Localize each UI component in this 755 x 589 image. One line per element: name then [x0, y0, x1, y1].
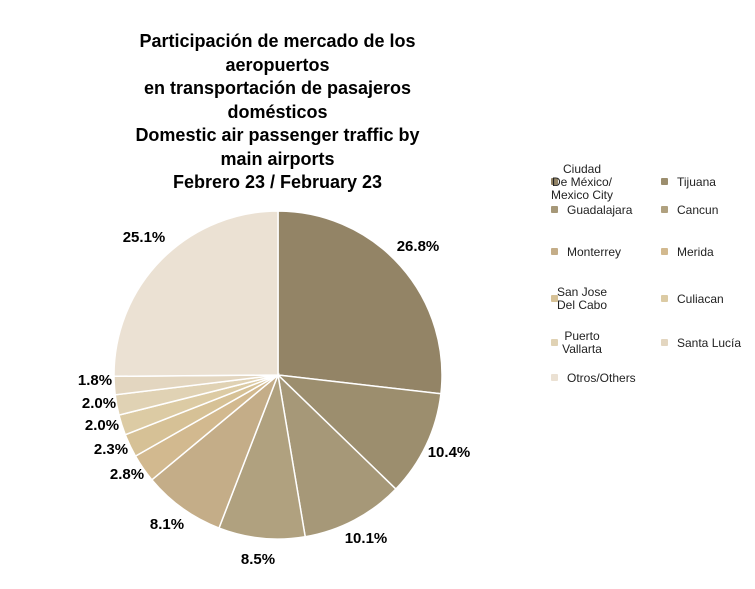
data-label: 8.5%	[241, 551, 275, 568]
legend-swatch	[661, 295, 668, 302]
legend-swatch	[661, 206, 668, 213]
legend-label: Otros/Others	[567, 370, 636, 385]
legend-label: Tijuana	[677, 174, 716, 189]
legend-swatch	[551, 374, 558, 381]
title-line: Febrero 23 / February 23	[172, 172, 383, 192]
data-label: 2.0%	[85, 417, 119, 434]
data-label: 10.4%	[428, 444, 471, 461]
legend-swatch	[551, 339, 558, 346]
title-line: main airports	[220, 148, 335, 169]
legend-swatch	[661, 248, 668, 255]
legend-label: Santa Lucía	[677, 335, 742, 350]
title-line: aeropuertos	[225, 54, 330, 75]
data-label: 8.1%	[150, 516, 184, 533]
pie-labels: 26.8% 10.4% 10.1% 8.5% 8.1% 2.8% 2.3% 2.0% 2.0% 1…	[78, 229, 470, 568]
legend-label: Ciudad De México/ Mexico City	[550, 161, 613, 202]
legend-swatch	[551, 295, 558, 302]
legend-swatch	[661, 339, 668, 346]
legend-swatch	[661, 178, 668, 185]
legend-label: Puerto Vallarta	[562, 329, 602, 356]
pie-slice-otros-others	[113, 210, 279, 378]
legend-label: Guadalajara	[567, 202, 633, 217]
legend-swatch	[551, 248, 558, 255]
data-label: 10.1%	[345, 530, 388, 547]
legend-label: Monterrey	[567, 244, 622, 259]
legend-label: Cancun	[677, 202, 719, 217]
legend-label: San Jose Del Cabo	[556, 285, 608, 312]
title-line: domésticos	[227, 101, 328, 122]
title-line: Participación de mercado de los	[139, 31, 416, 51]
pie-slice-cancun	[218, 372, 307, 540]
data-label: 26.8%	[397, 238, 440, 255]
chart-title: Participación de mercado de los aeropuer…	[110, 30, 445, 195]
data-label: 2.3%	[94, 441, 128, 458]
pie-slice-tijuana	[275, 374, 442, 491]
data-label: 2.0%	[82, 395, 116, 412]
data-label: 2.8%	[110, 466, 144, 483]
title-line: Domestic air passenger traffic by	[135, 125, 420, 145]
pie-slice-ciudad-de-m-xico-mexico-city	[277, 210, 443, 395]
data-label: 1.8%	[78, 372, 112, 389]
legend-label: Merida	[677, 244, 714, 259]
pie-slice-guadalajara	[276, 372, 397, 538]
pie-slices	[113, 210, 443, 540]
legend-swatch	[551, 178, 558, 185]
legend-label: Culiacan	[677, 291, 724, 306]
title-line: en transportación de pasajeros	[143, 78, 412, 98]
legend-swatch	[551, 206, 558, 213]
data-label: 25.1%	[123, 229, 166, 246]
